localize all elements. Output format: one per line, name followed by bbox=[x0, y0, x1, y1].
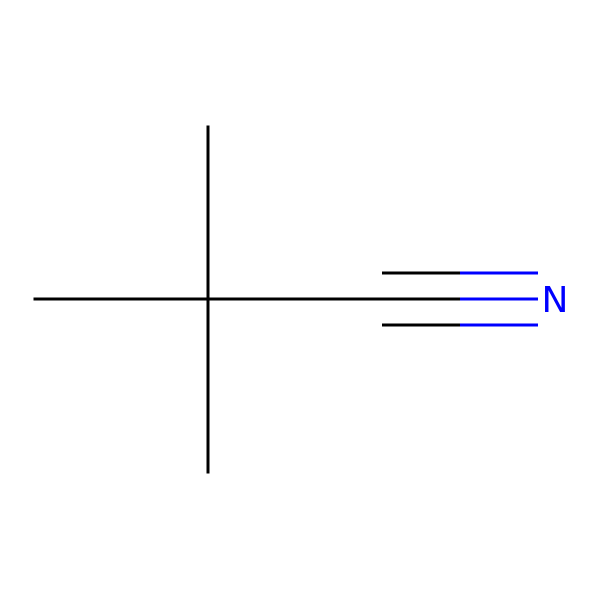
triple-bond-nitrile bbox=[382, 271, 538, 327]
nitrogen-atom-label: N bbox=[542, 280, 569, 321]
